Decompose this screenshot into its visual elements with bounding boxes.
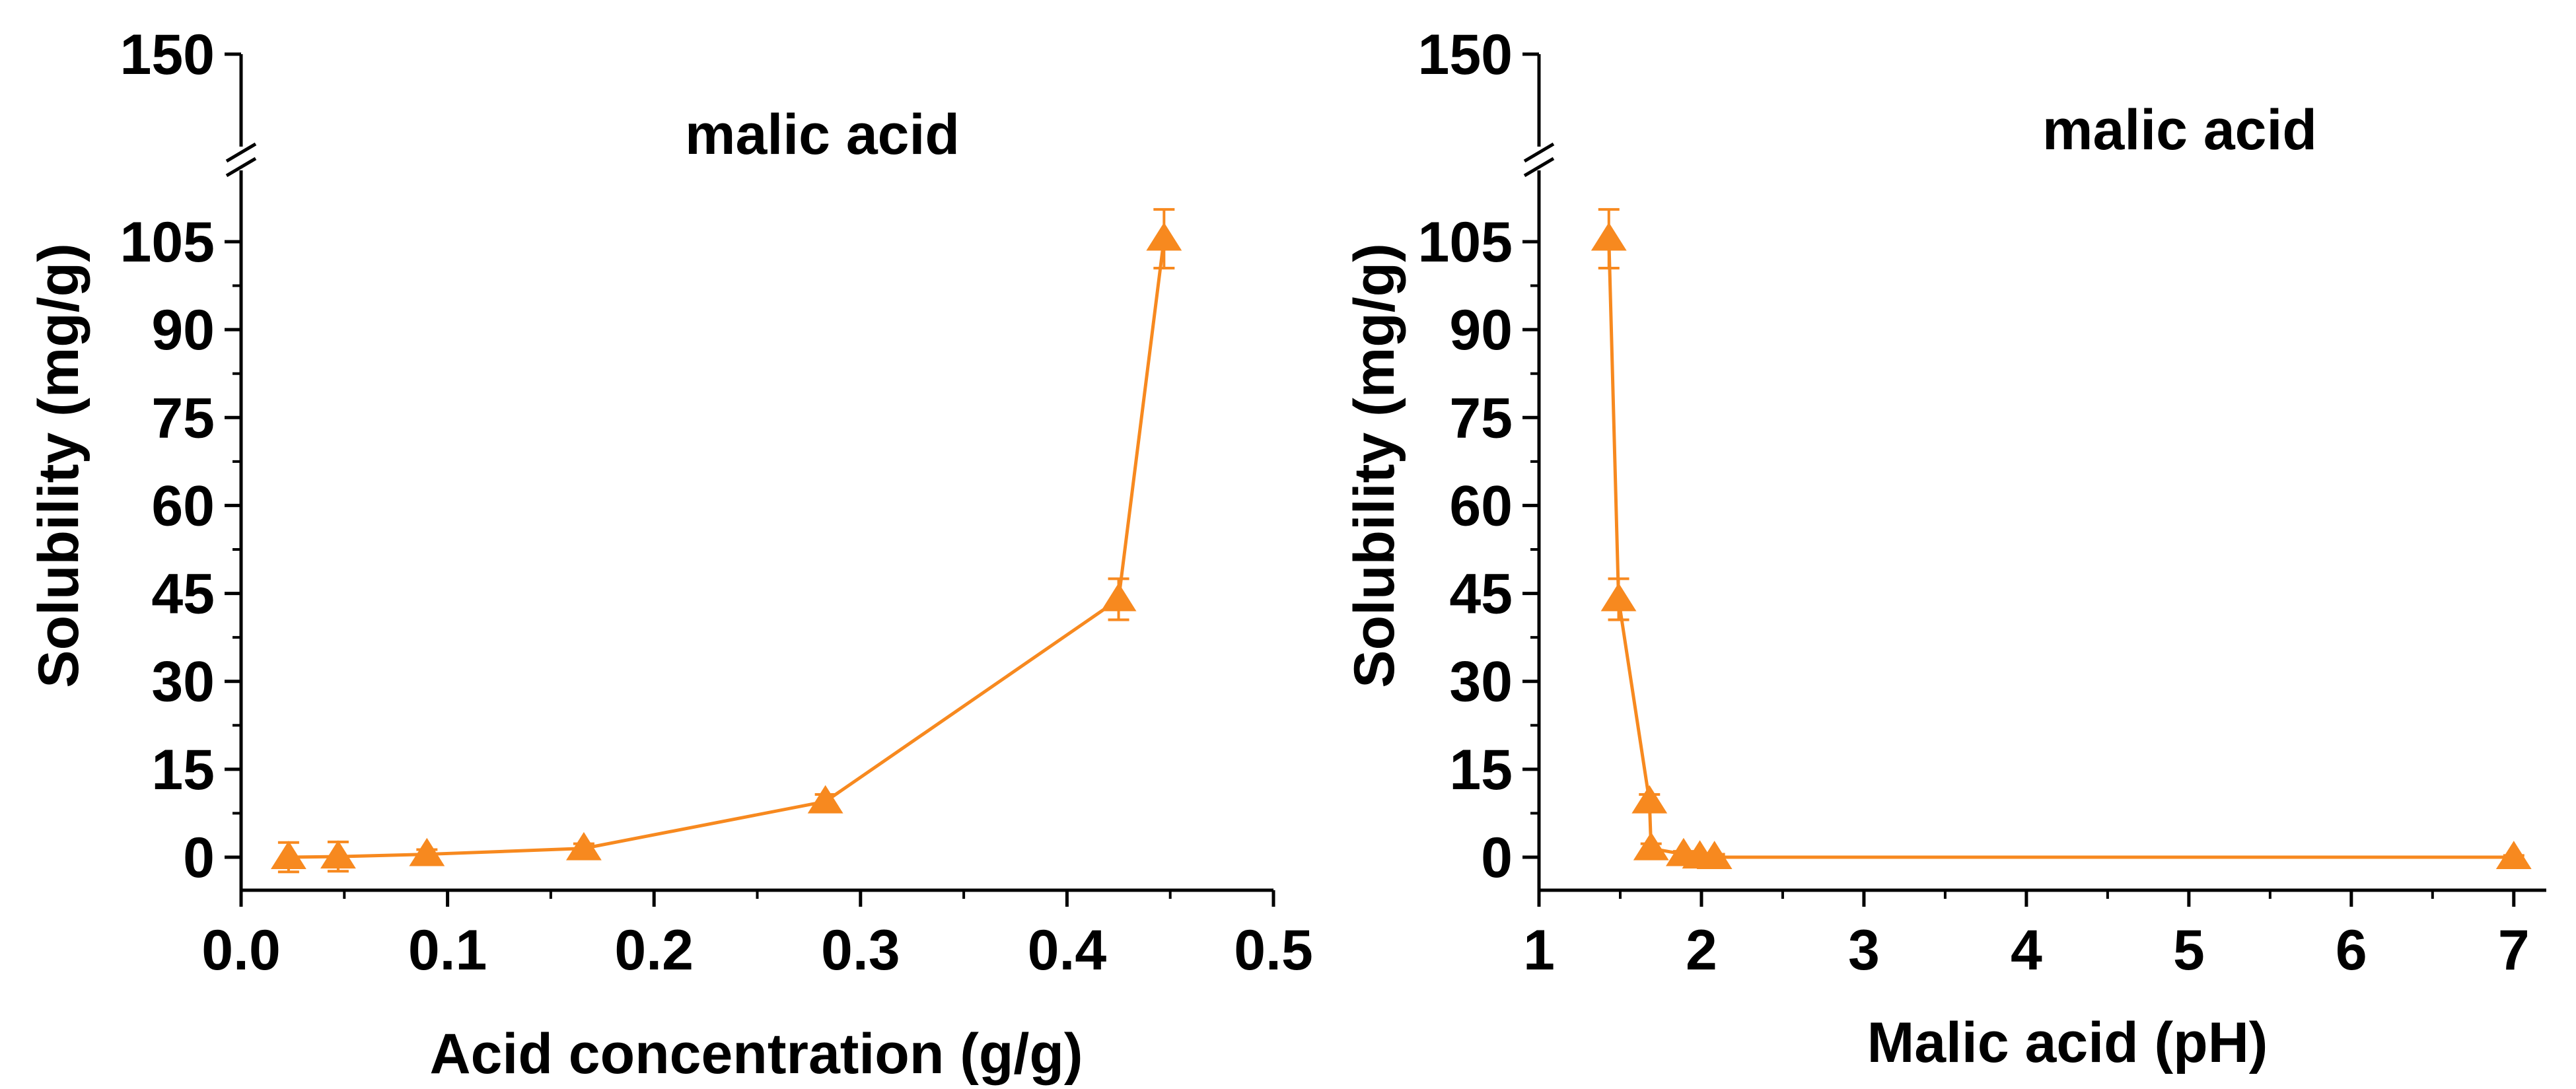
left-series-line (288, 238, 1166, 859)
left-y-tick-label: 105 (120, 211, 215, 274)
right-y-tick-label: 45 (1449, 563, 1513, 626)
left-y-tick-label: 45 (151, 563, 215, 626)
right-x-tick-label: 7 (2498, 919, 2530, 982)
right-x-tick-label: 1 (1523, 919, 1555, 982)
left-y-tick-label: 30 (151, 650, 215, 714)
left-data-point (409, 837, 445, 866)
right-y-axis-break-mark (1523, 142, 1555, 163)
right-data-point (1633, 831, 1669, 861)
right-x-tick-label: 3 (1848, 919, 1880, 982)
left-x-tick-label: 0.5 (1234, 919, 1313, 982)
left-y-tick-label: 0 (183, 826, 215, 890)
right-panel-title: malic acid (2042, 98, 2317, 162)
right-y-axis-break-mark (1523, 157, 1555, 178)
right-y-tick-label: 75 (1449, 386, 1513, 450)
left-x-tick-label: 0.3 (821, 919, 900, 982)
right-data-point (1600, 582, 1637, 612)
left-y-axis-title: Solubility (mg/g) (27, 243, 90, 688)
right-y-tick-label: 105 (1418, 211, 1513, 274)
left-x-tick-label: 0.4 (1028, 919, 1107, 982)
left-data-point (1146, 222, 1182, 251)
left-y-tick-label: 75 (151, 386, 215, 450)
right-y-tick-label: 0 (1481, 826, 1513, 890)
right-data-point (1696, 841, 1733, 869)
right-x-tick-label: 6 (2336, 919, 2367, 982)
right-y-tick-label: 90 (1449, 299, 1513, 362)
right-data-point (2495, 841, 2532, 869)
right-x-axis-title: Malic acid (pH) (1867, 1011, 2268, 1074)
left-y-tick-label: 15 (151, 738, 215, 802)
left-data-point (270, 841, 306, 869)
right-series-line (1607, 238, 2514, 859)
left-data-point (320, 840, 356, 869)
right-y-tick-label: 150 (1418, 23, 1513, 87)
right-y-axis-title: Solubility (mg/g) (1343, 243, 1406, 688)
left-x-tick-label: 0.0 (201, 919, 281, 982)
left-x-tick-label: 0.2 (614, 919, 694, 982)
right-panel: malic acid Malic acid (pH) Solubility (m… (1343, 23, 2546, 1074)
right-data-point (1591, 222, 1627, 251)
right-y-tick-label: 30 (1449, 650, 1513, 714)
left-y-axis-break-mark (225, 142, 257, 163)
left-data-point (566, 831, 602, 861)
left-x-tick-label: 0.1 (408, 919, 487, 982)
left-y-tick-label: 90 (151, 299, 215, 362)
left-x-axis-title: Acid concentration (g/g) (430, 1022, 1083, 1086)
left-data-point (1100, 582, 1137, 612)
right-y-tick-label: 15 (1449, 738, 1513, 802)
left-y-tick-label: 60 (151, 474, 215, 538)
right-data-point (1631, 785, 1668, 814)
left-data-point (807, 785, 843, 814)
right-x-tick-label: 5 (2173, 919, 2205, 982)
right-y-tick-label: 60 (1449, 474, 1513, 538)
left-y-tick-label: 150 (120, 23, 215, 87)
left-panel-title: malic acid (685, 103, 960, 166)
right-x-tick-label: 2 (1686, 919, 1717, 982)
right-x-tick-label: 4 (2011, 919, 2042, 982)
left-panel: malic acid Acid concentration (g/g) Solu… (27, 23, 1313, 1086)
left-y-axis-break-mark (225, 157, 257, 178)
